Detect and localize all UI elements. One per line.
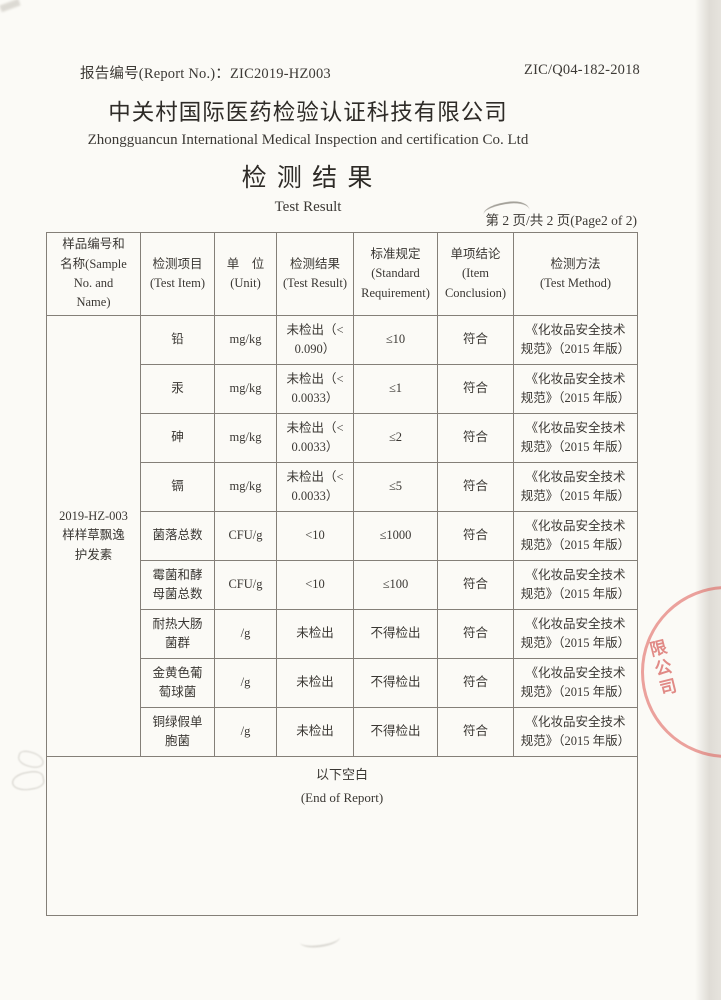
company-seal-stamp: 限公司 — [641, 586, 721, 758]
col-header-conclusion: 单项结论 (Item Conclusion) — [437, 232, 514, 316]
cell-result: 未检出（< 0.090） — [276, 315, 354, 365]
cell-unit: mg/kg — [214, 413, 277, 463]
cell-conclusion: 符合 — [437, 462, 514, 512]
cell-conclusion: 符合 — [437, 364, 514, 414]
cell-conclusion: 符合 — [437, 707, 514, 757]
table-header-row: 样品编号和 名称(Sample No. and Name) 检测项目 (Test… — [46, 232, 638, 316]
cell-unit: mg/kg — [214, 462, 277, 512]
cell-method: 《化妆品安全技术 规范》（2015 年版） — [513, 511, 638, 561]
report-number: 报告编号(Report No.)：ZIC2019-HZ003 — [80, 62, 331, 83]
cell-conclusion: 符合 — [437, 609, 514, 659]
page-edge-shadow — [695, 0, 721, 1000]
company-name-en: Zhongguancun International Medical Inspe… — [87, 132, 529, 148]
cell-standard: 不得检出 — [353, 658, 438, 708]
cell-sample-name: 2019-HZ-003 样样草飘逸 护发素 — [46, 315, 141, 757]
report-number-value: ZIC2019-HZ003 — [230, 66, 331, 82]
table-row: 镉 mg/kg 未检出（< 0.0033） ≤5 符合 《化妆品安全技术 规范》… — [47, 462, 638, 512]
end-of-report-text: 以下空白 (End of Report) — [46, 756, 638, 916]
cell-result: 未检出 — [276, 707, 354, 757]
cell-standard: 不得检出 — [353, 707, 438, 757]
cell-conclusion: 符合 — [437, 413, 514, 463]
cell-standard: 不得检出 — [353, 609, 438, 659]
cell-method: 《化妆品安全技术 规范》（2015 年版） — [513, 658, 638, 708]
cell-unit: mg/kg — [214, 364, 277, 414]
cell-conclusion: 符合 — [437, 511, 514, 561]
cell-result: <10 — [276, 511, 354, 561]
cell-result: 未检出（< 0.0033） — [276, 364, 354, 414]
doc-title-cn: 检 测 结 果 — [241, 165, 375, 192]
table-row: 汞 mg/kg 未检出（< 0.0033） ≤1 符合 《化妆品安全技术 规范》… — [47, 364, 638, 414]
company-name-cn: 中关村国际医药检验认证科技有限公司 — [108, 100, 508, 125]
cell-unit: mg/kg — [214, 315, 277, 365]
cell-result: <10 — [276, 560, 354, 610]
scan-artifact-bottom-mark — [299, 930, 341, 950]
cell-test-item: 镉 — [140, 462, 215, 512]
cell-unit: CFU/g — [214, 511, 277, 561]
cell-result: 未检出（< 0.0033） — [276, 413, 354, 463]
cell-result: 未检出 — [276, 658, 354, 708]
cell-method: 《化妆品安全技术 规范》（2015 年版） — [513, 609, 638, 659]
cell-method: 《化妆品安全技术 规范》（2015 年版） — [513, 364, 638, 414]
cell-test-item: 耐热大肠 菌群 — [140, 609, 215, 659]
report-meta-row: 报告编号(Report No.)：ZIC2019-HZ003 ZIC/Q04-1… — [80, 62, 640, 83]
cell-test-item: 霉菌和酵 母菌总数 — [140, 560, 215, 610]
table-row: 铜绿假单 胞菌 /g 未检出 不得检出 符合 《化妆品安全技术 规范》（2015… — [47, 707, 638, 757]
cell-method: 《化妆品安全技术 规范》（2015 年版） — [513, 462, 638, 512]
cell-test-item: 金黄色葡 萄球菌 — [140, 658, 215, 708]
doc-title-en: Test Result — [274, 199, 342, 215]
cell-standard: ≤1 — [353, 364, 438, 414]
scan-artifact-margin-scribble — [10, 769, 46, 793]
cell-method: 《化妆品安全技术 规范》（2015 年版） — [513, 413, 638, 463]
col-header-standard: 标准规定 (Standard Requirement) — [353, 232, 438, 316]
document-code: ZIC/Q04-182-2018 — [524, 62, 640, 78]
cell-result: 未检出 — [276, 609, 354, 659]
table-row: 砷 mg/kg 未检出（< 0.0033） ≤2 符合 《化妆品安全技术 规范》… — [47, 413, 638, 463]
table-row: 耐热大肠 菌群 /g 未检出 不得检出 符合 《化妆品安全技术 规范》（2015… — [47, 609, 638, 659]
page-indicator: 第 2 页/共 2 页(Page2 of 2) — [485, 213, 637, 228]
col-header-test-item: 检测项目 (Test Item) — [140, 232, 215, 316]
col-header-unit: 单 位 (Unit) — [214, 232, 277, 316]
end-of-report-row: 以下空白 (End of Report) — [46, 756, 638, 916]
cell-method: 《化妆品安全技术 规范》（2015 年版） — [513, 560, 638, 610]
company-seal-text: 限公司 — [645, 637, 678, 701]
table-row: 2019-HZ-003 样样草飘逸 护发素 铅 mg/kg 未检出（< 0.09… — [46, 315, 638, 757]
cell-standard: ≤100 — [353, 560, 438, 610]
cell-unit: /g — [214, 658, 277, 708]
cell-method: 《化妆品安全技术 规范》（2015 年版） — [513, 315, 638, 365]
scan-artifact-top-left — [0, 0, 21, 13]
cell-unit: CFU/g — [214, 560, 277, 610]
cell-test-item: 砷 — [140, 413, 215, 463]
cell-unit: /g — [214, 707, 277, 757]
cell-test-item: 铜绿假单 胞菌 — [140, 707, 215, 757]
title-block: 中关村国际医药检验认证科技有限公司 Zhongguancun Internati… — [0, 95, 616, 216]
cell-method: 《化妆品安全技术 规范》（2015 年版） — [513, 707, 638, 757]
cell-unit: /g — [214, 609, 277, 659]
cell-test-item: 菌落总数 — [140, 511, 215, 561]
cell-standard: ≤5 — [353, 462, 438, 512]
col-header-method: 检测方法 (Test Method) — [513, 232, 638, 316]
cell-test-item: 汞 — [140, 364, 215, 414]
cell-conclusion: 符合 — [437, 560, 514, 610]
table-row: 霉菌和酵 母菌总数 CFU/g <10 ≤100 符合 《化妆品安全技术 规范》… — [47, 560, 638, 610]
cell-result: 未检出（< 0.0033） — [276, 462, 354, 512]
cell-standard: ≤10 — [353, 315, 438, 365]
cell-conclusion: 符合 — [437, 315, 514, 365]
cell-test-item: 铅 — [140, 315, 215, 365]
results-table: 样品编号和 名称(Sample No. and Name) 检测项目 (Test… — [46, 232, 638, 916]
cell-standard: ≤1000 — [353, 511, 438, 561]
col-header-test-result: 检测结果 (Test Result) — [276, 232, 354, 316]
report-number-label: 报告编号(Report No.)： — [80, 66, 230, 82]
scan-artifact-margin-scribble — [16, 748, 46, 771]
col-header-sample: 样品编号和 名称(Sample No. and Name) — [46, 232, 141, 316]
cell-conclusion: 符合 — [437, 658, 514, 708]
cell-standard: ≤2 — [353, 413, 438, 463]
